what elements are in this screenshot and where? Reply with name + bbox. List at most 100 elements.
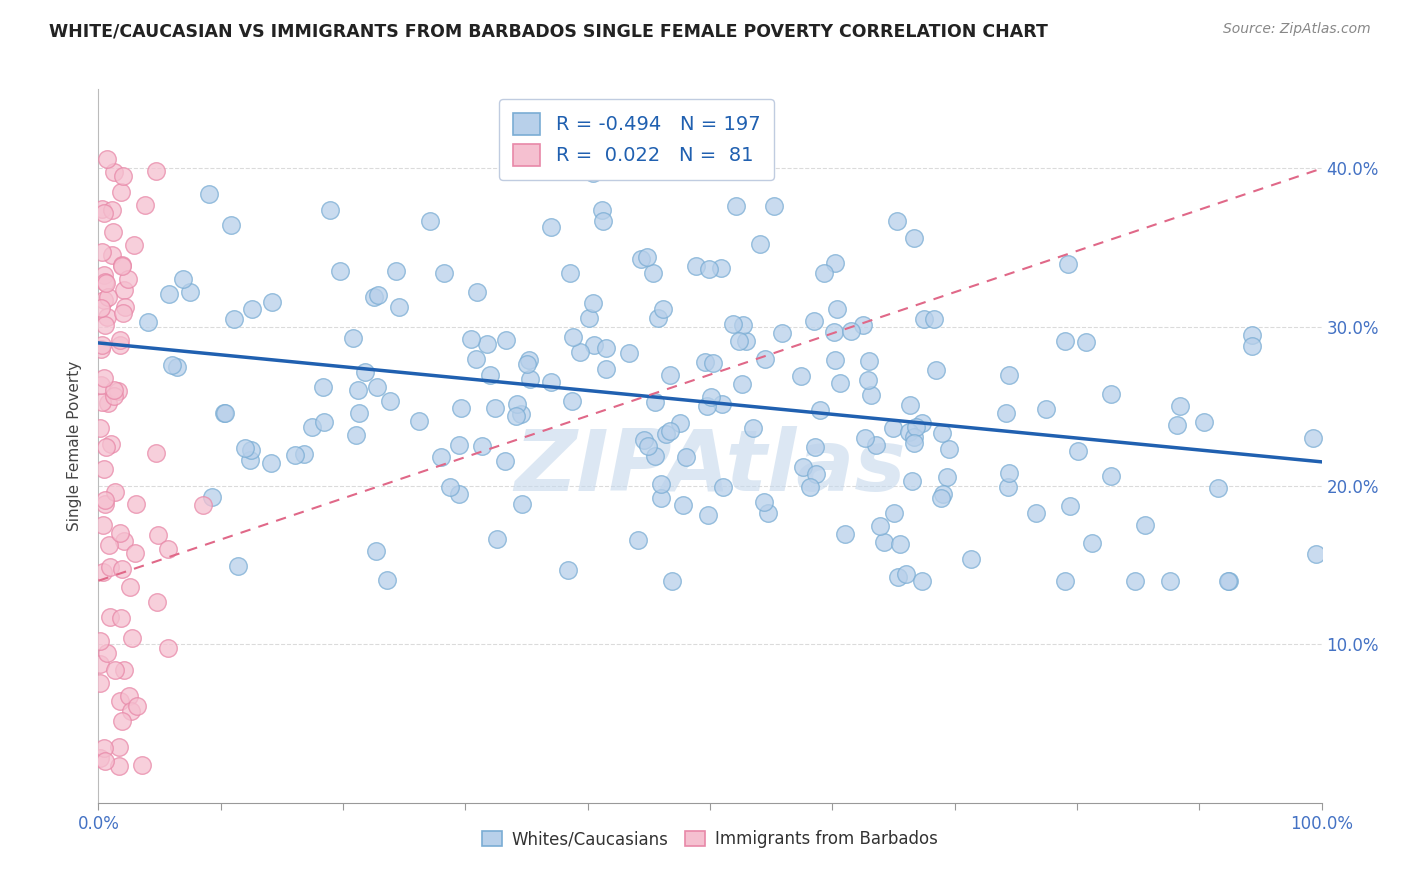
Point [112,283,135,297]
Point [1057,257,1080,271]
Point [654,426,676,441]
Point [697,262,720,277]
Point [233,442,256,456]
Point [938,442,960,457]
Point [860,388,883,402]
Point [260,456,283,470]
Point [804,467,827,481]
Point [101,248,124,262]
Point [790,368,813,383]
Point [156,542,179,557]
Point [125,497,148,511]
Point [103,383,125,397]
Point [672,499,695,513]
Point [94,754,117,768]
Point [595,361,617,376]
Text: ZIPAtlas: ZIPAtlas [515,425,905,509]
Point [104,484,127,499]
Text: Source: ZipAtlas.com: Source: ZipAtlas.com [1223,22,1371,37]
Point [994,406,1017,420]
Point [93,318,115,332]
Point [90,377,112,392]
Point [510,407,533,421]
Point [997,480,1019,494]
Point [578,310,600,325]
Point [136,314,159,328]
Point [97,538,120,552]
Point [93,371,115,385]
Point [903,436,925,450]
Point [669,416,692,430]
Point [214,406,236,420]
Point [1099,386,1122,401]
Point [869,519,891,533]
Point [644,394,666,409]
Point [100,202,122,217]
Point [96,310,118,324]
Point [122,238,145,252]
Point [540,376,562,390]
Point [284,448,307,462]
Point [510,497,533,511]
Point [505,397,527,411]
Point [700,390,723,404]
Point [312,415,335,429]
Point [364,544,387,558]
Point [125,698,148,713]
Point [710,397,733,411]
Point [661,574,683,588]
Point [637,439,659,453]
Point [312,380,335,394]
Point [1218,574,1240,588]
Point [120,704,142,718]
Point [853,431,876,445]
Text: WHITE/CAUCASIAN VS IMMIGRANTS FROM BARBADOS SINGLE FEMALE POVERTY CORRELATION CH: WHITE/CAUCASIAN VS IMMIGRANTS FROM BARBA… [49,22,1047,40]
Point [94,497,117,511]
Point [873,535,896,549]
Point [347,406,370,420]
Point [97,395,120,409]
Point [1208,481,1230,495]
Point [110,185,132,199]
Point [505,409,527,423]
Point [898,398,921,412]
Point [91,245,114,260]
Point [659,424,682,438]
Point [591,202,613,217]
Point [465,285,488,299]
Point [465,352,488,367]
Point [90,301,112,315]
Point [627,533,650,548]
Point [1035,402,1057,417]
Point [97,289,120,303]
Point [117,272,139,286]
Point [903,231,925,245]
Point [471,439,494,453]
Point [813,266,835,280]
Point [344,428,367,442]
Point [91,518,114,533]
Point [385,264,408,278]
Point [89,657,111,671]
Point [823,325,845,339]
Point [114,300,136,314]
Point [1240,328,1263,343]
Point [711,480,734,494]
Point [449,487,471,501]
Point [886,213,908,227]
Point [108,525,131,540]
Point [172,271,194,285]
Point [1302,431,1324,445]
Point [583,337,606,351]
Point [540,220,562,235]
Point [91,566,114,580]
Point [146,595,169,609]
Point [108,334,131,348]
Point [922,312,945,326]
Point [932,487,955,501]
Point [903,429,925,443]
Point [557,563,579,577]
Point [636,250,658,264]
Point [696,508,718,522]
Point [754,352,776,367]
